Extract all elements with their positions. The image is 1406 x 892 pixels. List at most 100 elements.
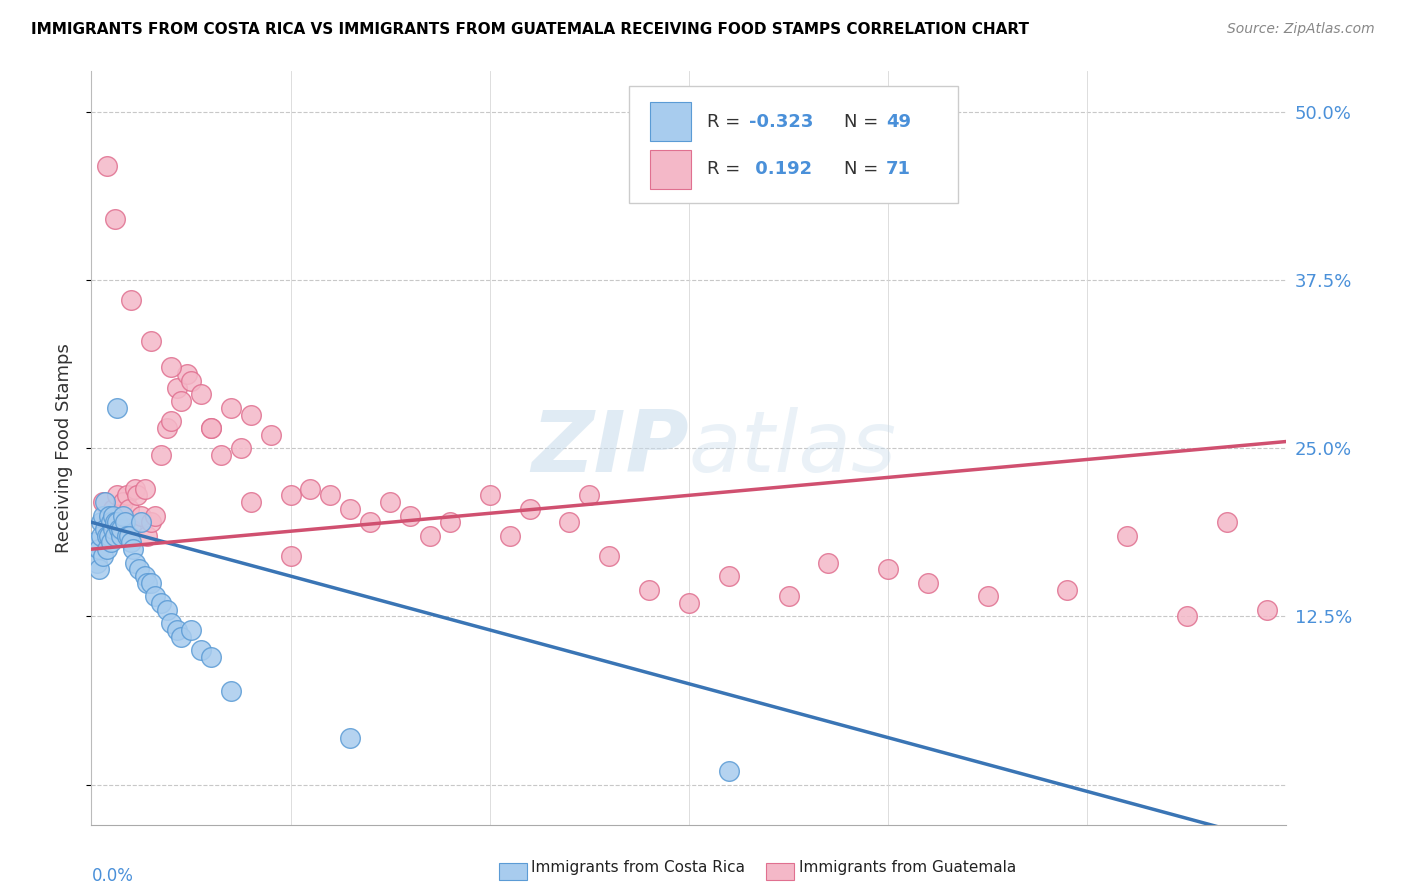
Y-axis label: Receiving Food Stamps: Receiving Food Stamps	[55, 343, 73, 553]
Point	[124, 482, 146, 496]
Point	[917, 575, 939, 590]
Point	[190, 387, 212, 401]
Point	[150, 596, 173, 610]
Point	[104, 212, 127, 227]
Point	[84, 535, 107, 549]
Point	[98, 508, 121, 523]
Point	[558, 515, 581, 529]
Point	[156, 603, 179, 617]
Point	[378, 495, 402, 509]
Point	[104, 522, 127, 536]
Point	[108, 515, 131, 529]
Point	[498, 529, 520, 543]
Point	[105, 488, 128, 502]
Point	[103, 522, 125, 536]
Point	[339, 501, 361, 516]
Point	[90, 515, 112, 529]
FancyBboxPatch shape	[630, 87, 957, 203]
Point	[478, 488, 501, 502]
Point	[280, 488, 302, 502]
Point	[112, 495, 135, 509]
Point	[129, 508, 152, 523]
Point	[122, 542, 145, 557]
Point	[89, 562, 111, 576]
Point	[143, 508, 166, 523]
Point	[150, 448, 173, 462]
Text: R =: R =	[707, 113, 745, 131]
Point	[166, 381, 188, 395]
Point	[678, 596, 700, 610]
Point	[100, 529, 122, 543]
Point	[239, 495, 262, 509]
Text: ZIP: ZIP	[531, 407, 689, 490]
Point	[136, 575, 159, 590]
Point	[399, 508, 422, 523]
Point	[160, 616, 183, 631]
Point	[110, 529, 132, 543]
Point	[166, 623, 188, 637]
Point	[118, 501, 141, 516]
Point	[105, 515, 128, 529]
Point	[115, 529, 138, 543]
Point	[817, 556, 839, 570]
Point	[110, 522, 132, 536]
Point	[180, 374, 202, 388]
Point	[519, 501, 541, 516]
Text: atlas: atlas	[689, 407, 897, 490]
Point	[1256, 603, 1278, 617]
Point	[156, 421, 179, 435]
Point	[94, 495, 117, 509]
Point	[90, 529, 112, 543]
Point	[598, 549, 620, 563]
Point	[638, 582, 661, 597]
Point	[209, 448, 232, 462]
Point	[141, 334, 162, 348]
Point	[108, 522, 131, 536]
Point	[1175, 609, 1198, 624]
Point	[93, 549, 115, 563]
Point	[170, 630, 193, 644]
Point	[319, 488, 342, 502]
Point	[136, 529, 159, 543]
Point	[1056, 582, 1078, 597]
Point	[93, 508, 115, 523]
Point	[439, 515, 461, 529]
Point	[96, 529, 118, 543]
Point	[578, 488, 600, 502]
Bar	[650, 103, 692, 142]
Point	[190, 643, 212, 657]
Text: N =: N =	[844, 161, 884, 178]
Text: Immigrants from Guatemala: Immigrants from Guatemala	[799, 860, 1017, 874]
Point	[128, 562, 150, 576]
Point	[89, 542, 111, 557]
Point	[134, 482, 156, 496]
Point	[200, 649, 222, 664]
Point	[280, 549, 302, 563]
Point	[104, 529, 127, 543]
Point	[877, 562, 900, 576]
Point	[200, 421, 222, 435]
Point	[299, 482, 322, 496]
Point	[976, 589, 998, 603]
Point	[160, 414, 183, 428]
Point	[104, 515, 127, 529]
Point	[110, 508, 132, 523]
Point	[717, 569, 740, 583]
Point	[103, 501, 125, 516]
Point	[114, 515, 136, 529]
Point	[120, 535, 142, 549]
Point	[219, 683, 242, 698]
Point	[120, 522, 142, 536]
Point	[359, 515, 381, 529]
Point	[259, 427, 281, 442]
Text: R =: R =	[707, 161, 745, 178]
Point	[100, 515, 122, 529]
Text: N =: N =	[844, 113, 884, 131]
Point	[98, 529, 121, 543]
Point	[200, 421, 222, 435]
Point	[229, 442, 252, 456]
Point	[717, 764, 740, 779]
Point	[114, 515, 136, 529]
Point	[778, 589, 800, 603]
Point	[118, 529, 141, 543]
